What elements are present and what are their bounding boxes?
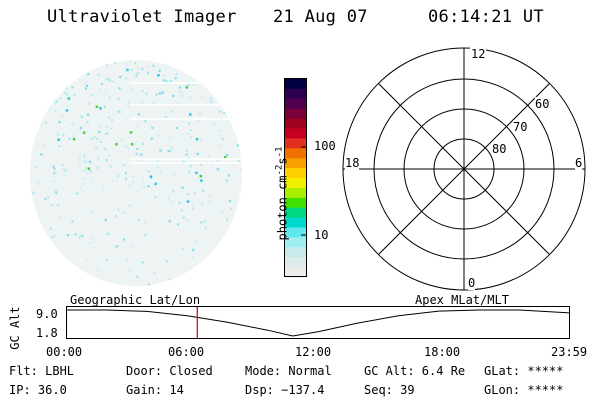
gc-alt-curve (66, 309, 570, 337)
instrument-title: Ultraviolet Imager (47, 7, 237, 27)
status-field: Flt: LBHL (9, 364, 75, 378)
colorbar-cell (285, 138, 306, 149)
status-field: Gain: 14 (126, 383, 184, 397)
alt-max-label: 9.0 (36, 307, 58, 321)
colorbar-cell (285, 237, 306, 248)
colorbar-cell (285, 197, 306, 209)
colorbar-cell (285, 217, 306, 228)
gc-alt-axis-title: GC Alt (8, 306, 22, 350)
time-tick-label: 18:00 (424, 345, 461, 359)
mlat-label-70: 70 (513, 120, 528, 134)
colorbar-tick-100: 100 (314, 139, 336, 153)
alt-min-label: 1.8 (36, 326, 58, 340)
mlt-label-0: 0 (468, 276, 476, 290)
mlt-label-12: 12 (470, 47, 487, 61)
colorbar-cell (285, 128, 306, 139)
colorbar-cell (285, 267, 306, 278)
time-label: 06:14:21 UT (428, 7, 544, 27)
colorbar-cell (285, 207, 306, 219)
colorbar-unit-label: photon cm-2s-1 (274, 146, 290, 241)
status-field: Seq: 39 (364, 383, 415, 397)
time-tick-label: 23:59 (551, 345, 588, 359)
mlt-label-18: 18 (345, 156, 360, 170)
status-field: Dsp: −137.4 (245, 383, 325, 397)
colorbar-cell (285, 148, 306, 159)
colorbar-cell (285, 108, 306, 120)
colorbar-cell (285, 88, 306, 100)
colorbar-cell (285, 178, 306, 189)
colorbar-cell (285, 79, 306, 90)
colorbar-cell (285, 168, 306, 179)
colorbar-cell (285, 227, 306, 238)
date-label: 21 Aug 07 (273, 7, 368, 27)
colorbar (284, 78, 307, 278)
geographic-latlon-title: Geographic Lat/Lon (70, 293, 201, 307)
colorbar-cell (285, 247, 306, 258)
uv-auroral-image (30, 60, 242, 286)
time-tick-label: 00:00 (46, 345, 83, 359)
status-field: Mode: Normal (245, 364, 332, 378)
status-field: GLat: ***** (484, 364, 564, 378)
time-tick-label: 06:00 (168, 345, 205, 359)
status-field: Door: Closed (126, 364, 213, 378)
colorbar-cell (285, 118, 306, 129)
mlat-label-80: 80 (492, 142, 507, 156)
colorbar-cell (285, 158, 306, 169)
gc-alt-timeline-plot (66, 306, 570, 339)
status-field: GC Alt: 6.4 Re (364, 364, 466, 378)
apex-mlat-mlt-title: Apex MLat/MLT (415, 293, 509, 307)
colorbar-cell (285, 98, 306, 110)
colorbar-tick-10: 10 (314, 228, 329, 242)
colorbar-cell (285, 187, 306, 199)
time-tick-label: 12:00 (295, 345, 332, 359)
status-field: GLon: ***** (484, 383, 564, 397)
status-field: IP: 36.0 (9, 383, 67, 397)
mlt-label-6: 6 (575, 156, 583, 170)
mlat-label-60: 60 (535, 97, 550, 111)
polar-mlat-mlt-grid (342, 47, 586, 291)
colorbar-cell (285, 257, 306, 268)
